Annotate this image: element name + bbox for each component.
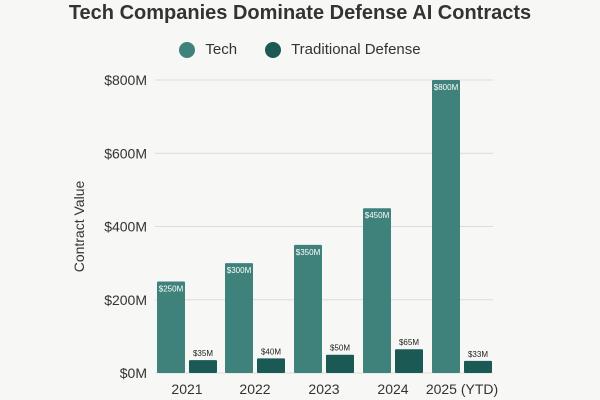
bar-tech [157, 281, 185, 373]
data-label: $800M [434, 83, 459, 92]
chart-title: Tech Companies Dominate Defense AI Contr… [68, 2, 532, 24]
bar-traditional-defense [189, 360, 217, 373]
y-tick-label: $600M [104, 145, 147, 161]
x-tick-label: 2023 [308, 381, 339, 397]
data-label: $50M [330, 344, 350, 353]
y-tick-label: $0M [120, 365, 147, 381]
bar-tech [363, 208, 391, 373]
y-tick-label: $200M [104, 292, 147, 308]
bar-traditional-defense [464, 360, 492, 373]
x-tick-label: 2021 [171, 381, 202, 397]
y-tick-label: $800M [104, 72, 147, 88]
data-label: $40M [261, 347, 281, 356]
bar-traditional-defense [395, 349, 423, 373]
legend-swatch-tech [179, 41, 196, 58]
data-label: $33M [468, 350, 488, 359]
bar-tech [432, 80, 460, 373]
data-label: $250M [159, 284, 184, 293]
x-tick-label: 2022 [239, 381, 270, 397]
legend-item-tech: Tech [179, 41, 237, 58]
y-tick-label: $400M [104, 219, 147, 235]
data-label: $450M [365, 211, 390, 220]
legend: Tech Traditional Defense [0, 41, 600, 58]
data-label: $300M [227, 266, 252, 275]
bar-tech [225, 263, 253, 373]
x-tick-label: 2025 (YTD) [426, 381, 498, 397]
legend-label-tech: Tech [205, 41, 238, 58]
y-axis-label: Contract Value [71, 181, 87, 273]
data-label: $35M [193, 349, 213, 358]
x-tick-label: 2024 [377, 381, 408, 397]
bar-tech [294, 244, 322, 373]
bar-traditional-defense [326, 354, 354, 373]
data-label: $350M [296, 248, 321, 257]
data-label: $65M [399, 338, 419, 347]
bar-traditional-defense [257, 358, 285, 373]
legend-label-traditional-defense: Traditional Defense [291, 41, 421, 58]
legend-swatch-traditional-defense [265, 41, 282, 58]
legend-item-traditional-defense: Traditional Defense [265, 41, 421, 58]
